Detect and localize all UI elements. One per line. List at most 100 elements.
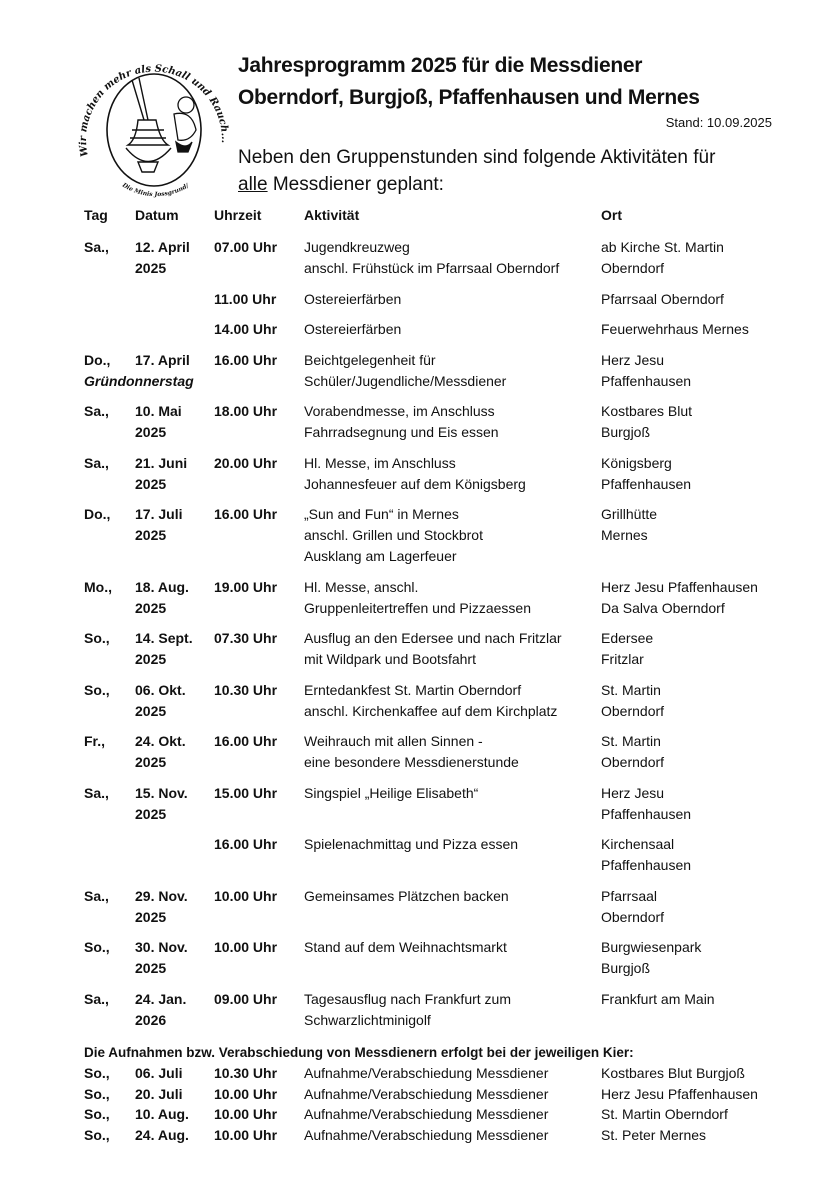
page-title-line-2: Oberndorf, Burgjoß, Pfaffenhausen und Me… — [238, 86, 700, 109]
stand-date: Stand: 10.09.2025 — [665, 115, 772, 130]
cell-aktivitaet: Ostereierfärben — [304, 290, 402, 307]
cell-uhrzeit: 10.30 Uhr — [214, 681, 278, 698]
cell-ort: Herz Jesu Pfaffenhausen — [601, 1085, 758, 1102]
table-row: So., 24. Aug. 10.00 Uhr Aufnahme/Verabschie… — [84, 1125, 804, 1146]
cell-datum: 15. Nov. 2025 — [135, 784, 188, 822]
cell-uhrzeit: 07.00 Uhr — [214, 239, 278, 255]
table-row: So., 06. Juli 10.30 Uhr Aufnahme/Verabschie… — [84, 1063, 804, 1084]
cell-aktivitaet: Aufnahme/Verabschiedung Messdiener — [304, 1065, 549, 1081]
cell-tag: Fr., — [84, 733, 106, 749]
cell-aktivitaet: Erntedankfest St. Martin Oberndorf ansch… — [304, 681, 558, 719]
table-row: Sa., 29. Nov. 2025 10.00 Uhr Gemeinsames Pl… — [84, 886, 804, 938]
cell-tag: So., — [84, 630, 110, 646]
admission-table: So., 06. Juli 10.30 Uhr Aufnahme/Verabschie… — [84, 1063, 804, 1145]
table-row: Sa., 24. Jan. 2026 09.00 Uhr Tagesausflug n… — [84, 989, 804, 1041]
table-row: Sa., 12. April 2025 07.00 Uhr Jugendkreuzwe… — [84, 237, 804, 289]
cell-datum: 17. April — [135, 351, 190, 368]
cell-ort: St. Martin Oberndorf — [601, 681, 665, 719]
cell-datum: 30. Nov. 2025 — [135, 939, 188, 976]
cell-tag: So., — [84, 1065, 110, 1081]
cell-ort: Pfarrsaal Oberndorf — [601, 887, 665, 925]
cell-uhrzeit: 07.30 Uhr — [214, 630, 278, 646]
table-row: Do., 17. Juli 2025 16.00 Uhr „Sun and Fun“ … — [84, 504, 804, 577]
intro-text-part: Neben den Gruppenstunden sind folgende A… — [238, 147, 716, 168]
cell-datum: 06. Juli — [135, 1065, 183, 1081]
column-header-aktivitaet: Aktivität — [304, 207, 360, 223]
table-row: So., 30. Nov. 2025 10.00 Uhr Stand auf dem … — [84, 937, 804, 989]
cell-ort: St. Martin Oberndorf — [601, 733, 665, 770]
cell-uhrzeit: 20.00 Uhr — [214, 454, 278, 471]
column-header-uhrzeit: Uhrzeit — [214, 207, 262, 223]
cell-datum: 17. Juli 2025 — [135, 506, 183, 543]
column-header-ort: Ort — [601, 207, 622, 223]
cell-aktivitaet: Tagesausflug nach Frankfurt zum Schwarzl… — [304, 990, 511, 1028]
cell-datum: 24. Aug. — [135, 1126, 189, 1143]
table-row: So., 10. Aug. 10.00 Uhr Aufnahme/Verabschie… — [84, 1104, 804, 1125]
cell-datum: 21. Juni 2025 — [135, 454, 188, 492]
table-row: Mo., 18. Aug. 2025 19.00 Uhr Hl. Messe, ans… — [84, 577, 804, 629]
cell-ort: Herz Jesu Pfaffenhausen — [601, 784, 692, 822]
table-row: So., 06. Okt. 2025 10.30 Uhr Erntedankfest … — [84, 680, 804, 732]
cell-uhrzeit: 19.00 Uhr — [214, 578, 278, 595]
cell-ort: Edersee Fritzlar — [601, 630, 654, 667]
footer-heading: Die Aufnahmen bzw. Verabschiedung von Me… — [84, 1045, 634, 1060]
cell-ort: Herz Jesu Pfaffenhausen — [601, 351, 692, 389]
cell-ort: St. Peter Mernes — [601, 1126, 707, 1143]
cell-aktivitaet: Ausflug an den Edersee und nach Fritzlar… — [304, 630, 562, 667]
cell-ort: ab Kirche St. Martin Oberndorf — [601, 239, 724, 276]
cell-aktivitaet: Aufnahme/Verabschiedung Messdiener — [304, 1106, 549, 1122]
cell-ort: Kirchensaal Pfaffenhausen — [601, 836, 692, 873]
cell-aktivitaet: Aufnahme/Verabschiedung Messdiener — [304, 1085, 549, 1102]
cell-tag: Sa., — [84, 990, 109, 1007]
cell-tag: So., — [84, 939, 110, 955]
cell-uhrzeit: 10.00 Uhr — [214, 1106, 278, 1122]
cell-tag: Do., — [84, 351, 111, 368]
cell-aktivitaet: Vorabendmesse, im Anschluss Fahrradsegnu… — [304, 403, 499, 440]
table-header: Tag Datum Uhrzeit Aktivität Ort — [84, 205, 804, 226]
table-row: So., 14. Sept. 2025 07.30 Uhr Ausflug an de… — [84, 628, 804, 680]
column-header-datum: Datum — [135, 207, 179, 223]
table-row: Sa., 21. Juni 2025 20.00 Uhr Hl. Messe, im … — [84, 453, 804, 505]
cell-datum: 18. Aug. 2025 — [135, 578, 189, 616]
cell-aktivitaet: Beichtgelegenheit für Schüler/Jugendlich… — [304, 351, 507, 389]
altar-server-figure-icon — [173, 96, 197, 153]
cell-aktivitaet: Aufnahme/Verabschiedung Messdiener — [304, 1126, 549, 1143]
cell-tag: Mo., — [84, 578, 112, 595]
cell-ort: Frankfurt am Main — [601, 990, 715, 1007]
intro-text: Neben den Gruppenstunden sind folgende A… — [238, 144, 818, 198]
censer-icon — [125, 77, 172, 173]
cell-uhrzeit: 11.00 Uhr — [214, 290, 277, 307]
table-row: 16.00 Uhr Spielenachmittag und Pizza esse… — [84, 834, 804, 886]
cell-uhrzeit: 18.00 Uhr — [214, 403, 278, 419]
table-row: Do., 17. April 16.00 Uhr Beichtgelegenheit … — [84, 350, 804, 402]
table-row: Sa., 15. Nov. 2025 15.00 Uhr Singspiel „Hei… — [84, 783, 804, 835]
cell-ort: Grillhütte Mernes — [601, 506, 658, 543]
table-row: Sa., 10. Mai 2025 18.00 Uhr Vorabendmesse, … — [84, 401, 804, 453]
cell-aktivitaet: „Sun and Fun“ in Mernes anschl. Grillen … — [304, 506, 483, 564]
cell-datum: 24. Jan. 2026 — [135, 990, 187, 1028]
page-title-line-1: Jahresprogramm 2025 für die Messdiener — [238, 54, 643, 77]
cell-aktivitaet: Singspiel „Heilige Elisabeth“ — [304, 784, 479, 801]
cell-ort: St. Martin Oberndorf — [601, 1106, 728, 1122]
cell-uhrzeit: 10.00 Uhr — [214, 939, 278, 955]
cell-tag: So., — [84, 1085, 110, 1102]
cell-uhrzeit: 16.00 Uhr — [214, 351, 278, 368]
schedule-document: Tag Datum Uhrzeit Aktivität Ort Sa., 12. … — [84, 205, 804, 1145]
cell-uhrzeit: 10.00 Uhr — [214, 887, 278, 904]
cell-datum-note: Gründonnerstag — [84, 372, 194, 389]
cell-ort: Pfarrsaal Oberndorf — [601, 290, 724, 307]
cell-datum: 06. Okt. 2025 — [135, 681, 186, 719]
table-row: 14.00 Uhr Ostereierfärben Feuerwehrhaus Me… — [84, 319, 804, 350]
table-row: Fr., 24. Okt. 2025 16.00 Uhr Weihrauch mit … — [84, 731, 804, 783]
cell-tag: So., — [84, 1106, 110, 1122]
cell-aktivitaet: Ostereierfärben — [304, 321, 402, 337]
cell-tag: Sa., — [84, 454, 109, 471]
cell-datum: 10. Mai 2025 — [135, 403, 182, 440]
cell-aktivitaet: Weihrauch mit allen Sinnen - eine besond… — [304, 733, 519, 770]
cell-tag: Do., — [84, 506, 111, 522]
cell-ort: Feuerwehrhaus Mernes — [601, 321, 749, 337]
cell-uhrzeit: 10.00 Uhr — [214, 1126, 278, 1143]
cell-tag: So., — [84, 1126, 110, 1143]
schedule-table: Sa., 12. April 2025 07.00 Uhr Jugendkreuzwe… — [84, 237, 804, 1040]
cell-datum: 24. Okt. 2025 — [135, 733, 186, 770]
